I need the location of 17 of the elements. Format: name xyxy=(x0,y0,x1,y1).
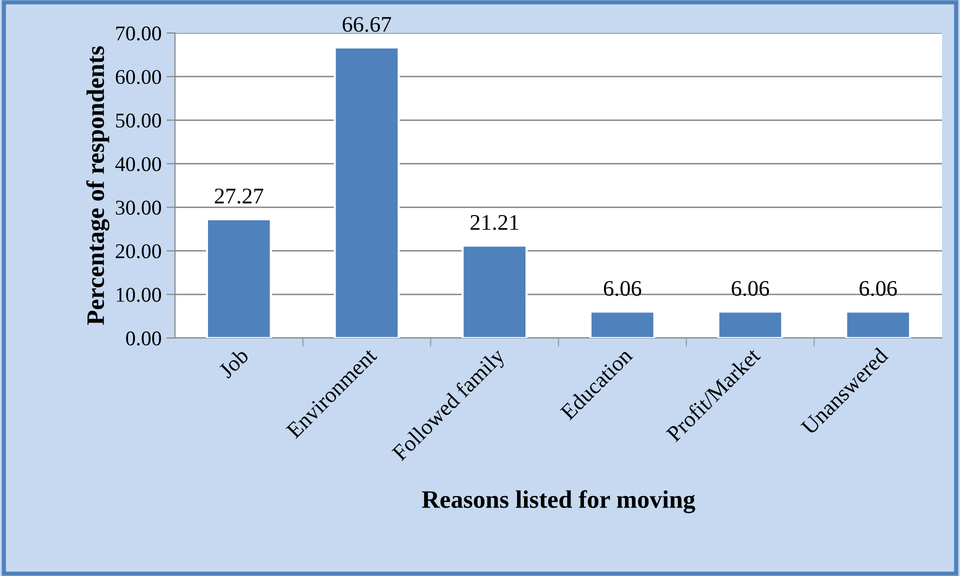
x-tick-label: Job xyxy=(217,346,250,379)
y-tick-label: 40.00 xyxy=(115,157,162,172)
y-tick-label: 30.00 xyxy=(116,200,162,215)
y-tick-label: 0.00 xyxy=(126,331,162,346)
data-label: 66.67 xyxy=(342,16,392,32)
y-axis-title: Percentage of respondents xyxy=(86,46,110,325)
data-label: 21.21 xyxy=(470,215,518,230)
y-tick-label: 50.00 xyxy=(116,114,162,128)
data-label: 6.06 xyxy=(860,280,897,296)
y-tick-label: 60.00 xyxy=(116,70,162,84)
data-label: 27.27 xyxy=(214,188,264,204)
data-label: 6.06 xyxy=(732,280,770,296)
data-label: 6.06 xyxy=(604,280,642,296)
y-tick-label: 70.00 xyxy=(116,26,162,41)
y-tick-label: 20.00 xyxy=(116,244,162,258)
x-axis-title: Reasons listed for moving xyxy=(422,490,696,514)
y-tick-label: 10.00 xyxy=(116,288,162,302)
